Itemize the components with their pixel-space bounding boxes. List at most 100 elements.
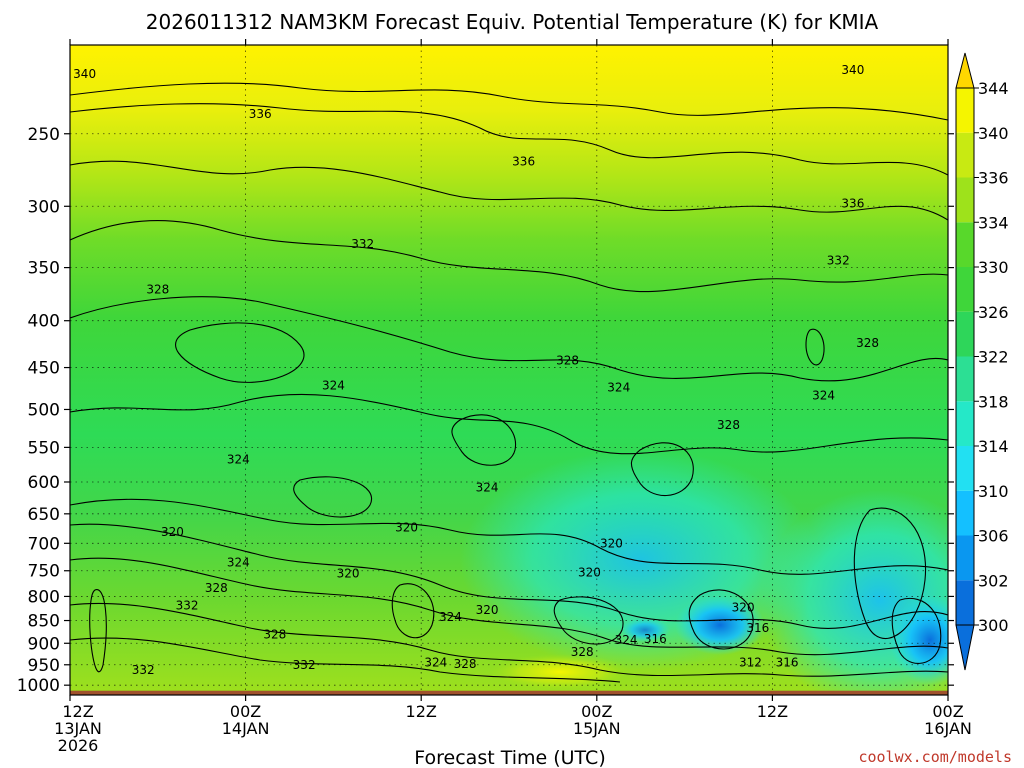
contour-label-26: 320 — [732, 601, 755, 615]
contour-label-19: 324 — [424, 655, 447, 669]
xtick-label-0-line2: 13JAN — [54, 719, 102, 738]
contour-lines — [70, 82, 948, 683]
contour-label-17: 324 — [439, 610, 462, 624]
contour-label-29: 316 — [776, 655, 799, 669]
ytick-label-750: 750 — [28, 562, 60, 582]
colorbar-segment-1 — [956, 535, 974, 581]
colorbar-label-306: 306 — [978, 527, 1009, 546]
colorbar-label-330: 330 — [978, 258, 1009, 277]
colorbar-segment-9 — [956, 177, 974, 223]
contour-label-4: 336 — [841, 197, 864, 211]
colorbar-arrow-top — [955, 52, 975, 89]
xtick-label-0-line3: 2026 — [58, 736, 99, 755]
contour-label-11: 324 — [322, 379, 345, 393]
contour-label-16: 324 — [227, 556, 250, 570]
ytick-label-800: 800 — [28, 587, 60, 607]
ytick-label-900: 900 — [28, 634, 60, 654]
pressure-gridlines — [70, 133, 948, 686]
colorbar-label-322: 322 — [978, 348, 1009, 367]
colorbar-label-300: 300 — [978, 616, 1009, 635]
contour-label-15: 324 — [476, 480, 499, 494]
contour-label-36: 332 — [293, 658, 316, 672]
contour-label-3: 336 — [512, 154, 535, 168]
ytick-label-950: 950 — [28, 656, 60, 676]
contour-label-28: 316 — [746, 621, 769, 635]
colorbar-label-314: 314 — [978, 437, 1009, 456]
credit-text[interactable]: coolwx.com/models — [858, 748, 1012, 766]
contour-label-13: 324 — [812, 389, 835, 403]
ytick-label-250: 250 — [28, 125, 60, 145]
colorbar-label-340: 340 — [978, 124, 1009, 143]
xtick-label-48-line1: 12Z — [757, 702, 788, 721]
ytick-label-300: 300 — [28, 197, 60, 217]
contour-label-32: 328 — [263, 627, 286, 641]
chart-title: 2026011312 NAM3KM Forecast Equiv. Potent… — [146, 10, 879, 34]
ytick-label-550: 550 — [28, 438, 60, 458]
ytick-label-850: 850 — [28, 612, 60, 632]
colorbar-segment-5 — [956, 356, 974, 402]
warm-pocket-surface — [490, 654, 630, 690]
contour-label-31: 328 — [205, 581, 228, 595]
contour-label-30: 312 — [739, 655, 762, 669]
contour-label-21: 320 — [395, 521, 418, 535]
contour-label-18: 324 — [615, 633, 638, 647]
colorbar-arrow-bottom — [955, 624, 975, 671]
cold-pocket-1 — [675, 595, 765, 655]
colorbar-label-326: 326 — [978, 303, 1009, 322]
contour-label-37: 332 — [132, 663, 155, 677]
colorbar-segment-3 — [956, 446, 974, 491]
xtick-label-36-line2: 15JAN — [573, 719, 621, 738]
colorbar-label-310: 310 — [978, 482, 1009, 501]
plot-area: 340 340 336 336 336 332 332 328 328 328 328 324 324 3… — [70, 45, 948, 695]
colorbar-segment-4 — [956, 401, 974, 446]
colorbar-segment-8 — [956, 222, 974, 267]
ytick-label-1000: 1000 — [17, 676, 60, 696]
xtick-label-24-line1: 12Z — [406, 702, 437, 721]
xtick-label-0-line1: 12Z — [62, 702, 93, 721]
cold-pocket-3 — [620, 618, 670, 642]
contour-label-1: 340 — [841, 63, 864, 77]
contour-label-14: 324 — [227, 452, 250, 466]
contour-label-9: 328 — [856, 336, 879, 350]
x-axis-label: Forecast Time (UTC) — [414, 747, 605, 768]
contour-label-2: 336 — [249, 107, 272, 121]
contour-label-12: 324 — [607, 380, 630, 394]
contour-label-24: 320 — [337, 566, 360, 580]
xtick-label-60-line2: 16JAN — [924, 719, 972, 738]
contour-label-33: 328 — [454, 657, 477, 671]
colorbar-segment-6 — [956, 311, 974, 357]
ytick-label-450: 450 — [28, 359, 60, 379]
ytick-label-600: 600 — [28, 473, 60, 493]
xtick-label-12-line2: 14JAN — [222, 719, 270, 738]
contour-label-5: 332 — [351, 237, 374, 251]
contour-label-35: 332 — [176, 598, 199, 612]
xtick-label-12-line1: 00Z — [230, 702, 261, 721]
colorbar-label-334: 334 — [978, 213, 1009, 232]
colorbar-label-318: 318 — [978, 392, 1009, 411]
cold-pocket-2 — [890, 595, 948, 685]
contour-label-23: 320 — [578, 565, 601, 579]
contour-label-22: 320 — [600, 536, 623, 550]
colorbar-label-336: 336 — [978, 169, 1009, 188]
contour-label-27: 316 — [644, 632, 667, 646]
colorbar-segment-7 — [956, 267, 974, 312]
contour-label-34: 328 — [571, 645, 594, 659]
contour-label-7: 328 — [146, 283, 169, 297]
xtick-label-36-line1: 00Z — [581, 702, 612, 721]
colorbar-label-302: 302 — [978, 571, 1009, 590]
ytick-label-700: 700 — [28, 534, 60, 554]
ytick-label-500: 500 — [28, 400, 60, 420]
contour-label-8: 328 — [556, 353, 579, 367]
ytick-label-350: 350 — [28, 259, 60, 279]
colorbar-segment-2 — [956, 490, 974, 536]
colorbar-label-344: 344 — [978, 79, 1009, 98]
colorbar: 300 302 306 310 314 318 322 326 330 334 336 340 344 — [955, 52, 1009, 671]
contour-label-0: 340 — [73, 67, 96, 81]
contour-label-25: 320 — [476, 603, 499, 617]
ytick-label-400: 400 — [28, 312, 60, 332]
colorbar-segment-0 — [956, 580, 974, 625]
contour-label-6: 332 — [827, 254, 850, 268]
pressure-axis: 2503003504004505005506006507007508008509… — [17, 125, 954, 696]
